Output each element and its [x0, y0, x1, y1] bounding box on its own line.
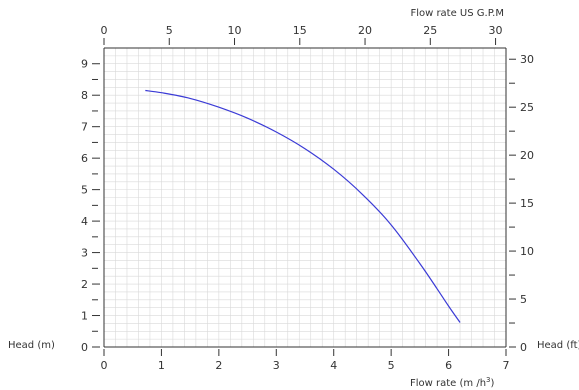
x-top-tick-label: 30: [489, 24, 503, 37]
bottom-axis-title-main: Flow rate (m /h: [410, 378, 486, 389]
y-left-tick-label: 1: [81, 310, 88, 323]
x-top-tick-label: 10: [228, 24, 242, 37]
y-left-tick-label: 0: [81, 341, 88, 354]
x-top-tick-label: 5: [166, 24, 173, 37]
y-right-tick-label: 20: [520, 149, 534, 162]
y-left-tick-label: 8: [81, 89, 88, 102]
y-right-tick-label: 10: [520, 245, 534, 258]
bottom-axis-title-close: ): [491, 378, 495, 389]
y-right-tick-label: 5: [520, 293, 527, 306]
chart-ticks: 0 1 2 3 4 5 6 70 5 10 15 20 25 3001234567890510152025…: [81, 24, 534, 372]
y-right-tick-label: 0: [520, 341, 527, 354]
y-left-tick-label: 6: [81, 152, 88, 165]
y-right-tick-label: 15: [520, 197, 534, 210]
x-top-tick-label: 20: [358, 24, 372, 37]
right-axis-title: Head (ft): [537, 340, 579, 351]
x-top-tick-label: 0: [101, 24, 108, 37]
x-bottom-tick-label: 6: [445, 359, 452, 372]
pump-curve-line: [145, 89, 461, 323]
bottom-axis-title: Flow rate (m /h3): [410, 376, 495, 389]
x-bottom-tick-label: 1: [158, 359, 165, 372]
y-left-tick-label: 5: [81, 184, 88, 197]
x-bottom-tick-label: 2: [215, 359, 222, 372]
y-right-tick-label: 30: [520, 53, 534, 66]
x-top-tick-label: 15: [293, 24, 307, 37]
x-top-tick-label: 25: [423, 24, 437, 37]
x-bottom-tick-label: 5: [388, 359, 395, 372]
x-bottom-tick-label: 3: [273, 359, 280, 372]
bottom-axis-title-superscript: 3: [486, 376, 490, 384]
top-axis-title: Flow rate US G.P.M: [410, 8, 504, 19]
y-left-tick-label: 9: [81, 58, 88, 71]
y-left-tick-label: 3: [81, 247, 88, 260]
chart-axes: [103, 47, 507, 348]
y-right-tick-label: 25: [520, 101, 534, 114]
left-axis-title: Head (m): [8, 340, 55, 351]
y-left-tick-label: 4: [81, 215, 88, 228]
y-left-tick-label: 7: [81, 121, 88, 134]
x-bottom-tick-label: 4: [330, 359, 337, 372]
chart-series: [145, 89, 461, 323]
y-left-tick-label: 2: [81, 278, 88, 291]
x-bottom-tick-label: 0: [101, 359, 108, 372]
x-bottom-tick-label: 7: [503, 359, 510, 372]
